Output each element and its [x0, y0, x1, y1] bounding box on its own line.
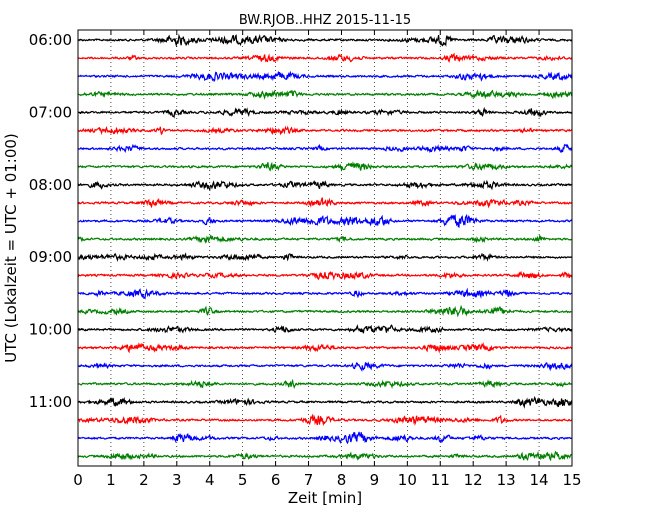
- x-tick-label: 13: [497, 471, 516, 489]
- trace-row-21: [77, 396, 573, 409]
- y-tick-label: 07:00: [29, 103, 72, 121]
- trace-row-4: [77, 89, 573, 100]
- trace-row-15: [77, 287, 573, 300]
- trace-row-11: [77, 213, 573, 228]
- plot-frame: [77, 29, 573, 467]
- trace-row-20: [77, 378, 573, 390]
- x-tick-label: 11: [431, 471, 450, 489]
- x-tick-label: 5: [238, 471, 248, 489]
- trace-row-13: [77, 252, 573, 262]
- trace-row-17: [77, 324, 573, 334]
- y-tick-label: 08:00: [29, 176, 72, 194]
- trace-row-9: [77, 179, 573, 192]
- y-tick-label: 10:00: [29, 321, 72, 339]
- x-tick-label: 2: [139, 471, 149, 489]
- trace-row-24: [77, 450, 573, 462]
- x-tick-label: 1: [106, 471, 116, 489]
- x-tick-label: 10: [398, 471, 417, 489]
- y-tick-label: 09:00: [29, 248, 72, 266]
- x-tick-label: 3: [172, 471, 182, 489]
- grid-lines: [110, 30, 540, 466]
- y-axis-label: UTC (Lokalzeit = UTC + 01:00): [2, 133, 20, 363]
- y-axis-ticks: 06:00 07:00 08:00 09:00 10:00 11:00: [29, 31, 572, 411]
- x-tick-label: 9: [370, 471, 380, 489]
- trace-row-1: [77, 33, 573, 48]
- trace-row-14: [77, 270, 573, 281]
- x-tick-label: 6: [271, 471, 281, 489]
- x-tick-label: 14: [530, 471, 549, 489]
- trace-row-7: [77, 143, 573, 154]
- trace-row-6: [77, 125, 573, 136]
- x-tick-label: 12: [464, 471, 483, 489]
- trace-row-2: [77, 52, 573, 64]
- trace-row-5: [77, 106, 573, 119]
- trace-row-16: [77, 304, 573, 318]
- chart-title: BW.RJOB..HHZ 2015-11-15: [239, 13, 411, 28]
- y-tick-label: 06:00: [29, 31, 72, 49]
- seismic-traces: [77, 33, 573, 462]
- trace-row-10: [77, 197, 573, 209]
- x-tick-label: 7: [304, 471, 314, 489]
- trace-row-22: [77, 413, 573, 427]
- trace-row-8: [77, 161, 573, 172]
- y-tick-label: 11:00: [29, 393, 72, 411]
- trace-row-19: [77, 361, 573, 372]
- trace-row-3: [77, 70, 573, 83]
- x-tick-label: 8: [337, 471, 347, 489]
- trace-row-18: [77, 341, 573, 354]
- trace-row-12: [77, 234, 573, 244]
- x-tick-label: 15: [562, 471, 581, 489]
- x-tick-label: 4: [205, 471, 215, 489]
- x-tick-label: 0: [73, 471, 83, 489]
- x-axis-label: Zeit [min]: [288, 489, 362, 507]
- trace-row-23: [77, 431, 573, 445]
- x-axis-ticks: 0 1 2 3 4 5 6 7 8 9 10 11 12 13 14 15: [73, 30, 582, 489]
